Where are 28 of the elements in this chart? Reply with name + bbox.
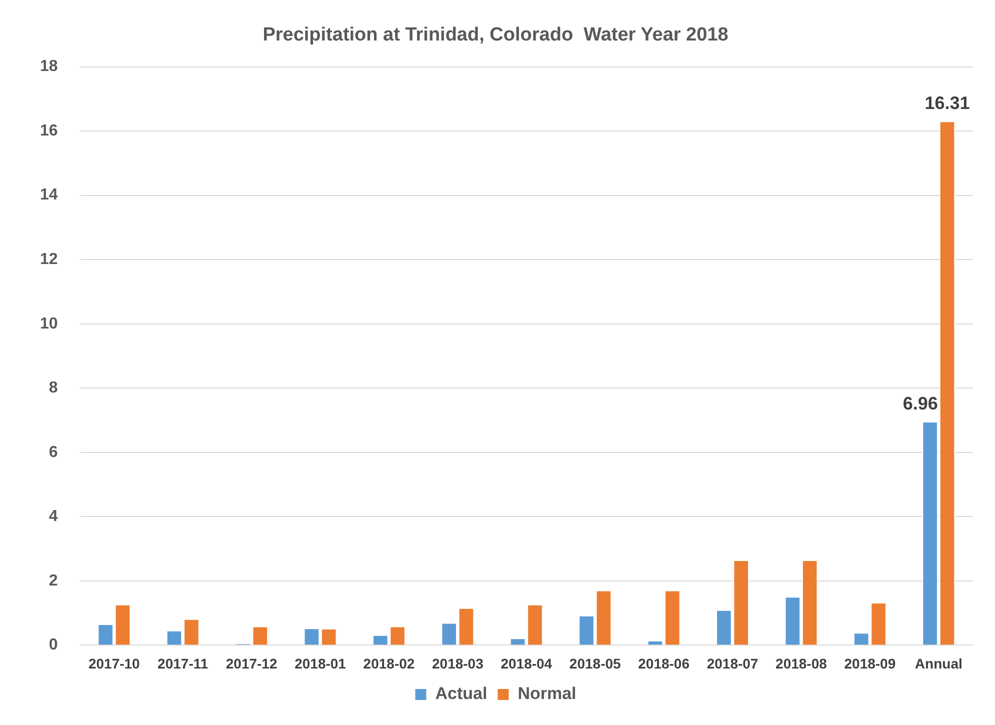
- data-label: 16.31: [924, 93, 970, 114]
- x-tick-label: 2018-06: [638, 655, 690, 672]
- y-tick-label: 16: [40, 122, 58, 140]
- y-tick-label: 18: [40, 58, 58, 76]
- data-label: 6.96: [902, 394, 938, 414]
- x-tick-label: 2018-08: [776, 655, 828, 672]
- y-tick-label: 8: [48, 380, 58, 397]
- x-tick-label: Annual: [914, 655, 962, 672]
- y-tick-label: 0: [48, 636, 58, 654]
- x-tick-label: 2017-11: [158, 655, 208, 672]
- x-tick-label: 2018-04: [500, 655, 552, 672]
- y-tick-label: 12: [40, 251, 58, 268]
- legend-label: Actual: [435, 684, 488, 704]
- y-tick-label: 2: [48, 572, 58, 590]
- x-tick-label: 2018-02: [363, 655, 415, 672]
- y-tick-label: 4: [48, 508, 58, 526]
- y-tick-label: 14: [40, 186, 58, 204]
- x-tick-label: 2018-03: [432, 655, 484, 672]
- x-tick-label: 2018-01: [294, 655, 346, 672]
- x-tick-label: 2017-10: [88, 655, 140, 672]
- chart-title: Precipitation at Trinidad, Colorado Water Year 2018: [262, 24, 728, 46]
- x-tick-label: 2018-05: [569, 655, 622, 672]
- y-tick-label: 10: [40, 315, 58, 332]
- x-tick-label: 2018-07: [706, 655, 758, 672]
- x-tick-label: 2018-09: [844, 655, 896, 672]
- x-tick-label: 2017-12: [226, 655, 278, 672]
- y-tick-label: 6: [48, 444, 58, 461]
- legend-label: Normal: [518, 684, 576, 704]
